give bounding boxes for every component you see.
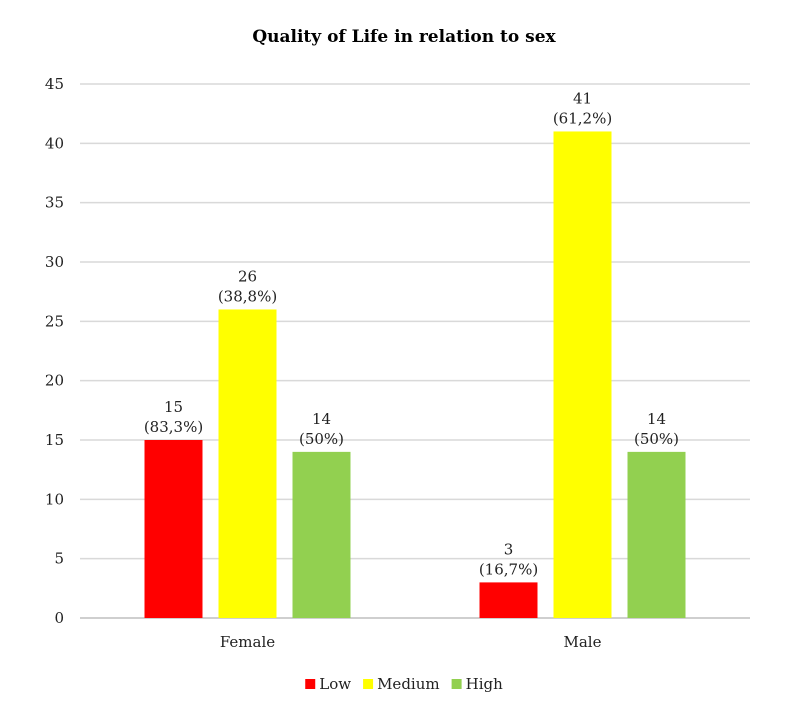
data-label: (50%)	[299, 430, 344, 448]
bar-medium-female	[218, 309, 277, 618]
y-tick-label: 15	[45, 431, 64, 449]
y-tick-label: 40	[45, 134, 64, 152]
bar-high-female	[292, 451, 351, 618]
legend-label-high: High	[466, 675, 503, 693]
data-label: 41	[573, 89, 592, 107]
data-label: 14	[312, 410, 331, 428]
y-tick-label: 25	[45, 312, 64, 330]
legend-label-medium: Medium	[377, 675, 440, 693]
y-tick-label: 20	[45, 372, 64, 390]
y-tick-label: 0	[54, 609, 64, 627]
data-label: (50%)	[634, 430, 679, 448]
bar-low-male	[479, 582, 538, 618]
chart-title: Quality of Life in relation to sex	[252, 27, 556, 47]
bar-medium-male	[553, 131, 612, 618]
y-tick-label: 45	[45, 75, 64, 93]
data-label: (16,7%)	[479, 560, 538, 578]
bars	[144, 131, 686, 618]
category-label: Female	[220, 633, 275, 651]
data-label: 3	[504, 540, 514, 558]
category-label: Male	[564, 633, 602, 651]
y-tick-label: 10	[45, 490, 64, 508]
legend-swatch-medium	[363, 679, 374, 689]
legend: Low Medium High	[305, 675, 503, 693]
bar-high-male	[627, 451, 686, 618]
data-label: 14	[647, 410, 666, 428]
data-label: 15	[164, 398, 183, 416]
bar-low-female	[144, 440, 203, 618]
data-label: (38,8%)	[218, 287, 277, 305]
data-labels: 15 (83,3%) 26 (38,8%) 14 (50%) 3 (16,7%) 41 (61,2…	[144, 89, 679, 578]
legend-swatch-high	[451, 679, 462, 689]
y-tick-label: 35	[45, 194, 64, 212]
legend-swatch-low	[305, 679, 316, 689]
y-tick-label: 30	[45, 253, 64, 271]
data-label: 26	[238, 267, 257, 285]
data-label: (83,3%)	[144, 418, 203, 436]
y-tick-label: 5	[54, 550, 64, 568]
data-label: (61,2%)	[553, 109, 612, 127]
x-axis-categories: Female Male	[220, 633, 602, 651]
legend-label-low: Low	[319, 675, 351, 693]
y-axis-ticks: 0 5 10 15 20 25 30 35 40 45	[45, 75, 64, 627]
